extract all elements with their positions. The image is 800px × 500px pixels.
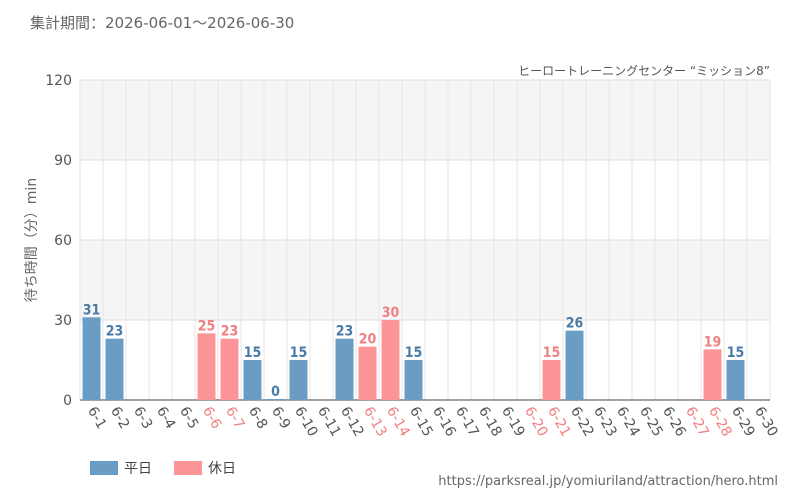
x-tick-label: 6-13 [360,404,390,440]
bar-6-1 [82,317,101,400]
data-labels: 31 23 25 23 15 0 15 23 20 30 15 15 26 19 15 [83,302,745,400]
y-axis: 0 30 60 90 120 [45,73,72,409]
x-tick-label: 6-17 [452,404,482,440]
x-tick-label: 6-2 [107,404,132,432]
data-label: 0 [271,384,280,400]
y-tick-label: 0 [63,393,72,409]
legend-item-holiday: 休日 [174,458,236,478]
data-label: 20 [359,332,377,348]
data-label: 15 [543,345,561,361]
x-tick-label: 6-24 [613,404,643,440]
x-tick-label: 6-1 [84,404,109,432]
x-tick-label: 6-20 [521,404,551,440]
legend-label-weekday: 平日 [124,461,152,477]
x-tick-label: 6-16 [429,404,459,440]
data-label: 25 [198,318,216,334]
bar-6-22 [565,330,584,400]
legend-item-weekday: 平日 [90,458,152,478]
data-label: 15 [727,345,745,361]
data-label: 23 [336,324,354,340]
bar-6-15 [404,360,423,400]
x-tick-label: 6-6 [199,404,224,432]
bar-6-13 [358,346,377,400]
x-tick-label: 6-12 [337,404,367,440]
data-label: 31 [83,302,101,318]
x-tick-label: 6-28 [705,404,735,440]
x-tick-label: 6-27 [682,404,712,440]
legend-label-holiday: 休日 [208,461,236,477]
x-tick-label: 6-9 [268,404,293,432]
bar-6-28 [703,349,722,400]
legend: 平日 休日 [90,458,236,478]
data-label: 23 [106,324,124,340]
data-label: 19 [704,334,722,350]
holiday-swatch [174,461,202,475]
bar-6-2 [105,338,124,400]
grid-lines [79,79,771,401]
bar-6-6 [197,333,216,400]
bar-6-29 [726,360,745,400]
attraction-name: ヒーロートレーニングセンター “ミッション8” [518,64,770,78]
weekday-swatch [90,461,118,475]
bars [82,317,745,400]
x-tick-label: 6-4 [153,404,178,432]
x-tick-label: 6-3 [130,404,155,432]
y-tick-label: 60 [54,233,72,249]
x-tick-label: 6-26 [659,404,689,440]
data-label: 15 [244,345,262,361]
x-tick-label: 6-15 [406,404,436,440]
x-tick-label: 6-21 [544,404,574,440]
x-tick-label: 6-8 [245,404,270,432]
x-axis: 6-16-26-36-46-56-66-76-86-96-106-116-126… [84,404,781,440]
x-tick-label: 6-10 [291,404,321,440]
bar-6-7 [220,338,239,400]
bar-6-14 [381,320,400,400]
y-axis-label: 待ち時間（分）min [24,178,40,302]
collection-period: 集計期間：2026-06-01～2026-06-30 [30,14,295,32]
x-tick-label: 6-5 [176,404,201,432]
source-url: https://parksreal.jp/yomiuriland/attract… [438,474,778,489]
x-tick-label: 6-7 [222,404,247,432]
data-label: 23 [221,324,239,340]
y-tick-label: 30 [54,313,72,329]
bar-6-12 [335,338,354,400]
x-tick-label: 6-11 [314,404,344,440]
y-tick-label: 120 [45,73,72,89]
x-tick-label: 6-30 [751,404,781,440]
bar-6-9 [266,399,285,400]
bar-6-21 [542,360,561,400]
bar-6-10 [289,360,308,400]
bar-6-8 [243,360,262,400]
x-tick-label: 6-25 [636,404,666,440]
x-tick-label: 6-18 [475,404,505,440]
data-label: 30 [382,305,400,321]
y-tick-label: 90 [54,153,72,169]
data-label: 26 [566,316,584,332]
x-tick-label: 6-22 [567,404,597,440]
x-tick-label: 6-23 [590,404,620,440]
data-label: 15 [405,345,423,361]
x-tick-label: 6-14 [383,404,413,440]
x-tick-label: 6-19 [498,404,528,440]
data-label: 15 [290,345,308,361]
x-tick-label: 6-29 [728,404,758,440]
